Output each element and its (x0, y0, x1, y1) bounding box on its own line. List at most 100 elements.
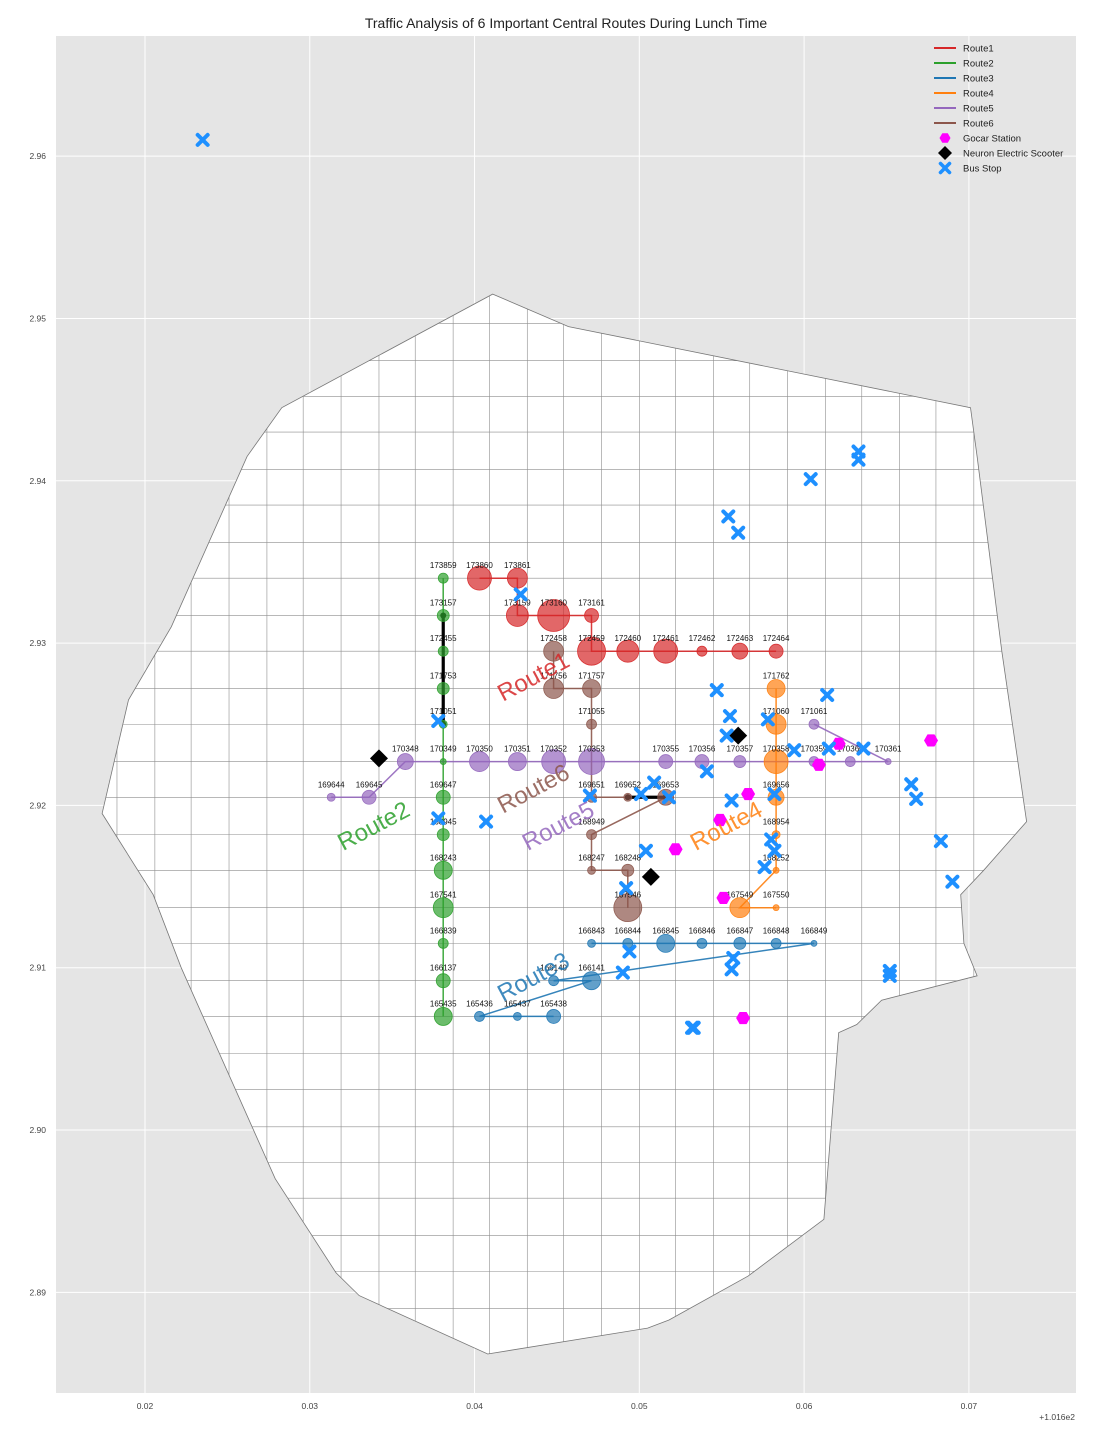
gocar-station-marker (668, 843, 683, 856)
route-node (587, 865, 596, 875)
bus-stop-marker (882, 968, 897, 983)
node-label: 165437 (504, 999, 531, 1008)
route-node (731, 642, 749, 660)
legend-item: Bus Stop (938, 161, 1002, 175)
route-node (772, 866, 780, 874)
node-label: 173859 (430, 561, 457, 570)
route-node (768, 643, 784, 659)
route-node (656, 933, 676, 953)
route-node (586, 718, 597, 730)
route-node (733, 936, 747, 950)
bus-stop-marker (619, 881, 634, 896)
route-node (657, 788, 675, 806)
bus-stop-marker (767, 787, 782, 802)
node-label: 166847 (726, 926, 753, 935)
bus-stop-marker (904, 777, 919, 792)
legend-item: Route5 (934, 104, 994, 115)
route-node (326, 792, 336, 802)
node-label: 172462 (689, 634, 716, 643)
bus-stop-marker (909, 791, 924, 806)
bus-stop-stroke (431, 811, 446, 826)
node-label: 172464 (763, 634, 790, 643)
node-label: 168243 (430, 853, 457, 862)
node-label: 170359 (801, 745, 828, 754)
bus-stop-marker (685, 1020, 700, 1035)
route-node (772, 904, 780, 912)
route-node (578, 748, 605, 775)
gocar-station-marker (741, 788, 756, 801)
node-label: 172459 (578, 634, 605, 643)
bus-stop-marker (820, 688, 835, 703)
route-node (436, 828, 450, 842)
route-node (577, 636, 606, 666)
bus-stop-stroke (731, 525, 746, 540)
bus-stop-marker (787, 743, 802, 758)
bus-stop-stroke (938, 161, 952, 175)
bus-stop-stroke (638, 843, 653, 858)
bus-stop-stroke (767, 843, 782, 858)
node-label: 168954 (763, 818, 790, 827)
bus-stop-marker (513, 587, 528, 602)
route-node (582, 679, 601, 698)
node-label: 167546 (614, 891, 641, 900)
route-nodes (326, 565, 892, 1026)
points-of-interest (195, 132, 960, 1035)
bus-stop-stroke (882, 968, 897, 983)
node-label: 165438 (540, 999, 567, 1008)
node-label: 169653 (652, 780, 679, 789)
route-node (546, 1009, 562, 1024)
y-tick-label: 2.93 (29, 638, 46, 648)
node-label: 170351 (504, 745, 531, 754)
legend-label: Route3 (963, 74, 994, 85)
route-node (469, 751, 490, 772)
bus-stop-marker (195, 132, 210, 147)
route-node (810, 939, 818, 947)
bus-stop-marker (709, 683, 724, 698)
bus-stop-marker (724, 793, 739, 808)
node-label: 166845 (652, 926, 679, 935)
bus-stop-stroke (724, 793, 739, 808)
route-node (467, 565, 492, 591)
legend-item: Neuron Electric Scooter (938, 146, 1063, 160)
gocar-station-marker (924, 734, 938, 747)
route-node (435, 973, 451, 989)
bus-stop-stroke (787, 743, 802, 758)
route-node (474, 1011, 485, 1022)
gocar-station-marker (716, 891, 731, 904)
route-node (437, 645, 449, 657)
bus-stop-marker (803, 472, 818, 487)
route-node (729, 897, 751, 919)
route-node (765, 713, 787, 735)
bus-stop-marker (582, 788, 597, 803)
node-label: 166846 (689, 926, 716, 935)
bus-stop-stroke (820, 688, 835, 703)
node-label: 173860 (466, 561, 493, 570)
node-label: 170357 (726, 745, 753, 754)
gocar-station-marker (713, 813, 728, 827)
route-node (658, 754, 674, 769)
bus-stop-marker (721, 509, 736, 524)
route-node (763, 749, 789, 774)
route-node (435, 789, 451, 805)
node-label: 165435 (430, 999, 457, 1008)
bus-stop-marker (431, 811, 446, 826)
bus-stop-stroke (622, 944, 637, 959)
bus-stop-stroke (757, 860, 772, 875)
node-labels: 173860 173861 173159 173160 173161 172459 1724… (318, 561, 902, 1008)
route-node (653, 638, 679, 664)
bus-stop-stroke (904, 777, 919, 792)
route-node (506, 567, 528, 589)
bus-stop-stroke (709, 683, 724, 698)
route-node (587, 938, 596, 948)
node-label: 172463 (726, 634, 753, 643)
legend-item: Route6 (934, 119, 994, 130)
legend-label: Route4 (963, 89, 994, 100)
route-node (770, 937, 782, 949)
legend-label: Route5 (963, 104, 994, 115)
route-node (733, 755, 747, 768)
scooter-marker (369, 749, 388, 768)
bus-stop-stroke (699, 764, 714, 779)
legend-cross-swatch (938, 161, 952, 175)
legend-label: Route2 (963, 59, 994, 70)
bus-stop-stroke (431, 713, 446, 728)
